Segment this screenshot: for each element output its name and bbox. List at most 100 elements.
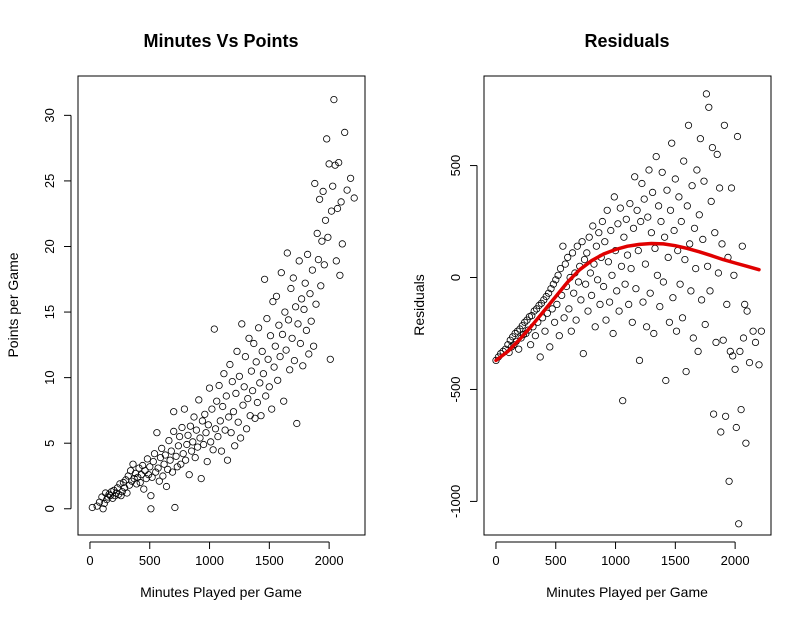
data-point	[617, 262, 626, 270]
data-point	[666, 206, 675, 214]
data-point	[695, 211, 703, 219]
data-point	[194, 443, 202, 451]
data-point	[610, 193, 618, 201]
y-tick-label: -500	[448, 376, 463, 402]
data-point	[559, 242, 567, 250]
data-point	[530, 307, 538, 315]
data-point	[116, 480, 124, 488]
data-point	[586, 269, 595, 277]
data-point	[641, 260, 650, 268]
data-point	[644, 213, 652, 221]
data-point	[701, 320, 709, 329]
data-point	[184, 431, 192, 439]
data-point	[585, 233, 593, 241]
data-point	[638, 179, 646, 188]
data-point	[170, 408, 178, 416]
data-point	[293, 419, 301, 428]
data-point	[307, 317, 315, 325]
data-point	[127, 467, 135, 475]
data-point	[220, 370, 228, 378]
data-point	[732, 423, 740, 432]
data-point	[288, 334, 296, 342]
data-point	[321, 216, 330, 224]
data-point	[133, 480, 141, 488]
chart-residuals: Residuals 0 500 1000 1500 2000 -1000 -500 0 500…	[411, 31, 772, 600]
data-point	[204, 421, 212, 429]
data-point	[167, 447, 175, 455]
data-point	[640, 195, 648, 203]
data-point	[609, 329, 617, 338]
data-point	[683, 202, 691, 210]
data-point	[315, 195, 324, 203]
data-point	[678, 314, 687, 322]
data-point	[196, 434, 204, 442]
data-point	[690, 224, 699, 232]
data-point	[578, 238, 586, 246]
data-point	[129, 460, 137, 468]
data-point	[177, 460, 185, 468]
data-point	[554, 271, 562, 279]
data-point	[751, 338, 760, 346]
data-point	[210, 325, 218, 333]
data-point	[327, 207, 336, 215]
data-point	[301, 279, 309, 287]
data-point	[737, 405, 745, 414]
data-point	[699, 235, 707, 243]
data-point	[250, 339, 258, 348]
data-point	[720, 121, 729, 129]
data-point	[755, 361, 763, 369]
data-point	[223, 456, 232, 464]
data-point	[294, 320, 302, 328]
data-point	[684, 121, 693, 129]
data-point	[727, 184, 736, 192]
data-point	[313, 229, 321, 237]
data-point	[221, 426, 229, 434]
y-tick-label: 5	[42, 440, 57, 447]
x-axis-label: Minutes Played per Game	[546, 584, 708, 600]
data-point	[730, 271, 738, 279]
data-point	[241, 352, 249, 361]
data-point	[308, 266, 316, 274]
data-point	[654, 202, 663, 210]
data-point	[268, 405, 276, 413]
data-point	[256, 379, 264, 387]
x-tick-label: 1000	[601, 553, 630, 568]
data-point	[264, 355, 272, 363]
data-point	[693, 166, 701, 174]
data-point	[723, 300, 731, 308]
data-point	[217, 447, 226, 455]
data-point	[711, 229, 719, 237]
data-point	[696, 135, 705, 143]
trend-line	[494, 241, 761, 363]
data-point	[637, 217, 645, 226]
data-point	[714, 269, 723, 277]
data-point	[700, 177, 708, 185]
data-point	[708, 144, 717, 152]
data-point	[544, 289, 553, 297]
data-point	[627, 264, 635, 273]
y-axis-label: Points per Game	[5, 252, 21, 357]
data-point	[174, 442, 182, 450]
data-point	[239, 401, 247, 409]
data-point	[99, 505, 107, 513]
data-point	[331, 161, 339, 169]
data-point	[162, 482, 171, 491]
data-point	[297, 295, 306, 303]
chart-title: Minutes Vs Points	[143, 31, 298, 51]
data-point	[149, 457, 157, 466]
data-point	[553, 300, 561, 308]
data-point	[245, 334, 253, 342]
data-point	[587, 291, 596, 299]
data-point	[567, 327, 575, 335]
data-point	[660, 233, 669, 241]
x-axis-label: Minutes Played per Game	[140, 584, 302, 600]
data-point	[633, 206, 641, 214]
data-point	[635, 356, 644, 364]
data-point	[259, 370, 267, 378]
data-point	[216, 417, 224, 425]
data-point	[662, 376, 670, 385]
data-point	[572, 316, 580, 324]
data-point	[738, 242, 746, 250]
data-point	[584, 307, 592, 315]
